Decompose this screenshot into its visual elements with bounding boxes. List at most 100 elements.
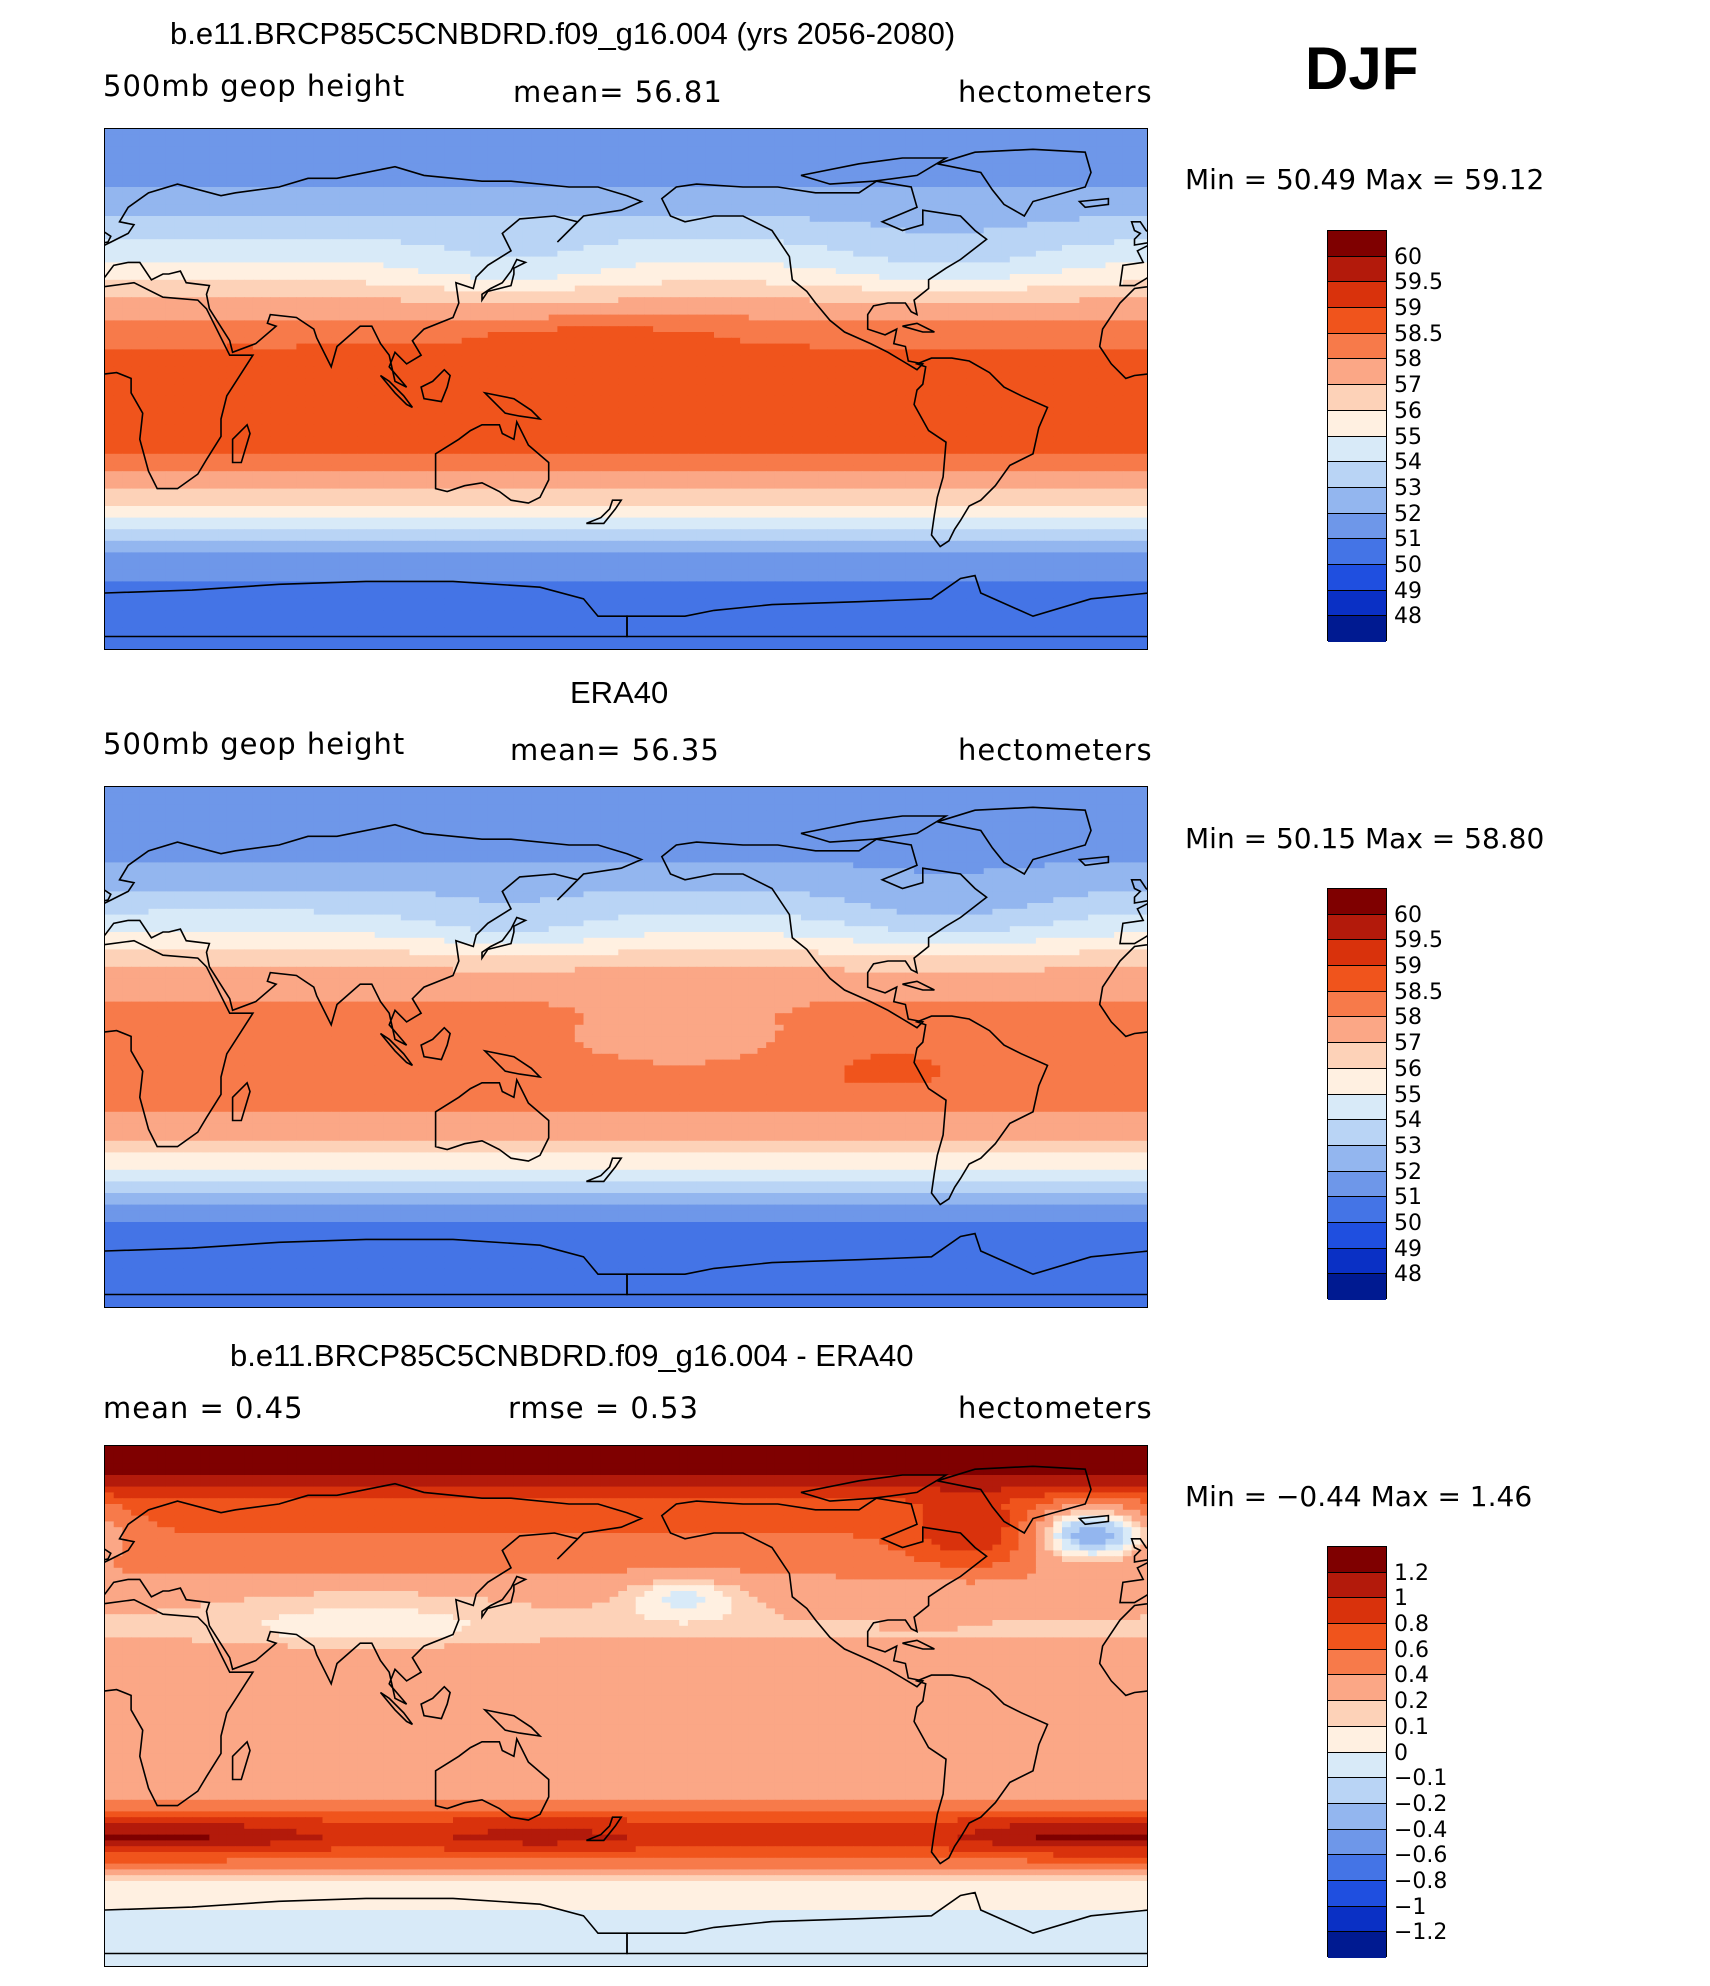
contour-cell: [235, 343, 245, 350]
contour-cell: [670, 303, 680, 310]
contour-cell: [774, 349, 785, 356]
contour-cell: [374, 152, 384, 159]
contour-cell: [740, 320, 750, 327]
contour-cell: [1035, 239, 1046, 246]
contour-cell: [392, 140, 402, 147]
contour-cell: [139, 256, 150, 263]
contour-cell: [714, 163, 724, 171]
contour-cell: [435, 175, 445, 182]
contour-cell: [444, 221, 454, 229]
contour-cell: [888, 158, 898, 165]
contour-cell: [966, 198, 976, 205]
contour-cell: [487, 337, 498, 345]
contour-cell: [1009, 192, 1020, 200]
contour-cell: [244, 326, 254, 333]
contour-cell: [679, 361, 689, 368]
contour-cell: [383, 332, 393, 339]
contour-cell: [861, 250, 872, 258]
contour-cell: [183, 216, 193, 223]
contour-cell: [522, 274, 532, 281]
contour-cell: [165, 297, 176, 304]
contour-cell: [1088, 262, 1098, 269]
contour-cell: [748, 332, 759, 339]
contour-cell: [209, 274, 219, 281]
contour-cell: [548, 175, 558, 182]
contour-cell: [844, 210, 854, 217]
contour-cell: [270, 361, 280, 368]
contour-cell: [1114, 250, 1124, 258]
contour-cell: [148, 326, 158, 333]
contour-cell: [1044, 152, 1054, 159]
contour-cell: [1009, 337, 1020, 345]
contour-cell: [696, 355, 706, 362]
contour-cell: [487, 303, 498, 310]
contour-cell: [279, 158, 289, 165]
contour-cell: [592, 314, 602, 321]
contour-cell: [235, 158, 245, 165]
contour-cell: [183, 343, 193, 350]
contour-cell: [348, 349, 358, 356]
contour-cell: [1096, 291, 1107, 298]
contour-cell: [174, 169, 184, 176]
contour-cell: [905, 216, 915, 223]
contour-cell: [113, 198, 123, 205]
contour-cell: [600, 366, 611, 374]
contour-cell: [331, 129, 341, 136]
contour-cell: [1105, 198, 1115, 205]
contour-cell: [983, 320, 993, 327]
contour-cell: [627, 175, 637, 182]
contour-cell: [844, 221, 854, 229]
contour-cell: [383, 221, 393, 229]
contour-cell: [148, 245, 158, 252]
contour-cell: [705, 239, 715, 246]
contour-cell: [331, 337, 341, 345]
contour-cell: [322, 129, 332, 136]
contour-cell: [844, 361, 854, 368]
contour-cell: [1105, 239, 1115, 246]
contour-cell: [1035, 129, 1046, 136]
contour-cell: [1122, 221, 1133, 229]
contour-cell: [557, 216, 567, 223]
contour-cell: [679, 256, 689, 263]
contour-cell: [1018, 158, 1028, 165]
contour-cell: [252, 279, 263, 287]
contour-cell: [348, 256, 358, 263]
contour-cell: [592, 227, 602, 234]
contour-cell: [627, 198, 637, 205]
contour-cell: [896, 152, 906, 159]
contour-cell: [827, 245, 837, 252]
contour-cell: [774, 303, 785, 310]
contour-cell: [853, 308, 863, 316]
contour-cell: [1122, 227, 1133, 234]
contour-cell: [1105, 297, 1115, 304]
contour-cell: [461, 297, 471, 304]
contour-cell: [827, 268, 837, 275]
contour-cell: [827, 320, 837, 327]
contour-cell: [705, 320, 715, 327]
contour-cell: [531, 274, 541, 281]
contour-cell: [131, 250, 141, 258]
contour-cell: [888, 337, 898, 345]
contour-cell: [513, 169, 524, 176]
contour-cell: [992, 129, 1002, 136]
contour-cell: [905, 198, 915, 205]
contour-cell: [574, 210, 585, 217]
contour-cell: [296, 198, 306, 205]
contour-cell: [948, 216, 959, 223]
contour-cell: [1018, 349, 1028, 356]
contour-cell: [339, 308, 350, 316]
contour-cell: [783, 361, 793, 368]
contour-cell: [531, 268, 541, 275]
contour-cell: [896, 134, 906, 142]
contour-cell: [1105, 355, 1115, 362]
contour-cell: [400, 343, 411, 350]
contour-cell: [148, 152, 158, 159]
contour-cell: [418, 332, 428, 339]
contour-cell: [940, 245, 950, 252]
contour-cell: [618, 152, 628, 159]
contour-cell: [435, 158, 445, 165]
contour-cell: [105, 175, 115, 182]
contour-cell: [748, 187, 759, 194]
contour-cell: [1070, 285, 1080, 292]
contour-cell: [461, 355, 471, 362]
